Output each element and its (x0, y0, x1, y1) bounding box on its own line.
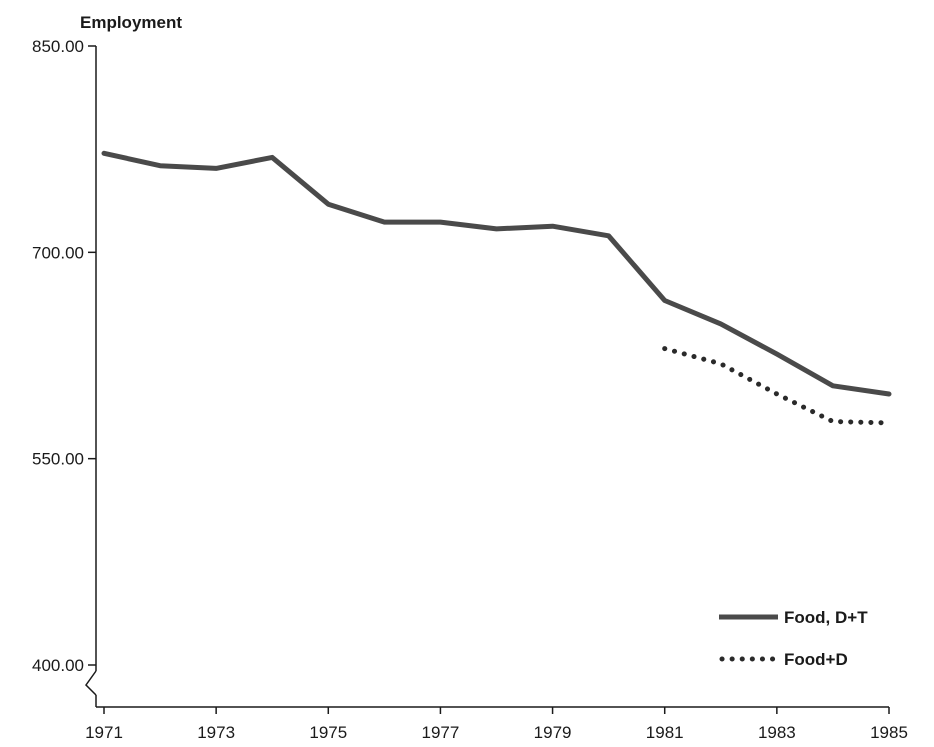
x-tick-label: 1981 (646, 723, 684, 742)
legend-label: Food+D (784, 650, 848, 669)
series-line-food-d (662, 346, 892, 426)
y-axis-label: Employment (80, 13, 182, 32)
x-tick-label: 1971 (85, 723, 123, 742)
series-layer (101, 150, 892, 426)
x-tick-label: 1977 (422, 723, 460, 742)
y-axis-ticks: 850.00 700.00 550.00 400.00 (32, 37, 96, 675)
series-line-food-d-t (101, 150, 892, 397)
axes (85, 46, 889, 708)
y-tick-label: 700.00 (32, 243, 84, 262)
y-tick-label: 400.00 (32, 656, 84, 675)
x-tick-label: 1973 (197, 723, 235, 742)
legend: Food, D+T Food+D (719, 608, 868, 669)
legend-label: Food, D+T (784, 608, 868, 627)
y-axis-break (85, 670, 97, 696)
x-tick-label: 1985 (870, 723, 908, 742)
x-tick-label: 1975 (309, 723, 347, 742)
y-tick-label: 850.00 (32, 37, 84, 56)
y-tick-label: 550.00 (32, 450, 84, 469)
x-tick-label: 1979 (534, 723, 572, 742)
x-axis-ticks: 1971 1973 1975 1977 1979 1981 1983 1985 (85, 707, 908, 742)
x-tick-label: 1983 (758, 723, 796, 742)
